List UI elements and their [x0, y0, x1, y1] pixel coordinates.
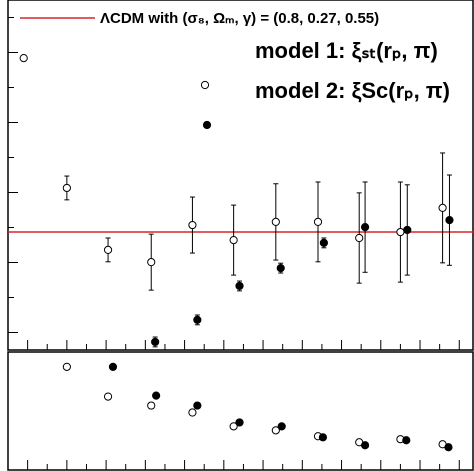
point: [318, 433, 328, 442]
point: [147, 401, 156, 410]
point: [62, 183, 71, 193]
point: [403, 225, 412, 235]
point: [188, 220, 197, 230]
legend-label: model 1: ξₛₜ(rₚ, π): [255, 38, 438, 63]
point: [103, 245, 113, 254]
point: [193, 315, 202, 324]
point: [193, 401, 202, 410]
point: [151, 337, 160, 347]
point: [360, 223, 370, 232]
point: [235, 281, 244, 291]
bottom-frame: [7, 351, 474, 471]
point: [188, 408, 197, 417]
point: [319, 238, 328, 247]
point: [19, 54, 28, 63]
point: [396, 227, 405, 237]
point: [355, 233, 364, 243]
point: [152, 391, 161, 400]
point: [229, 422, 238, 431]
point: [108, 362, 118, 371]
point: [62, 362, 71, 371]
point: [229, 236, 238, 245]
legend-label: model 2: ξSc(rₚ, π): [255, 78, 450, 103]
point: [313, 217, 323, 226]
legend-marker: [202, 120, 212, 130]
legend-label: ΛCDM with (σ₈, Ωₘ, γ) = (0.8, 0.27, 0.55…: [100, 10, 379, 27]
point: [360, 441, 370, 450]
point: [147, 258, 156, 267]
point: [235, 418, 244, 427]
point: [445, 216, 454, 225]
top-frame: [7, 0, 474, 351]
point: [438, 203, 447, 212]
point: [444, 443, 453, 452]
point: [402, 436, 411, 445]
point: [271, 217, 280, 226]
point: [103, 392, 113, 401]
point: [276, 264, 285, 273]
point: [277, 422, 286, 431]
legend-marker: [200, 80, 210, 90]
point: [271, 426, 280, 435]
